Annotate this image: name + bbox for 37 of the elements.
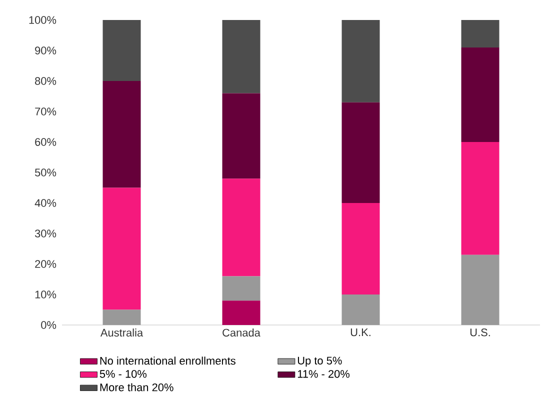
bar (461, 20, 500, 48)
legend-label: More than 20% (100, 383, 174, 392)
y-tick-label: 30% (34, 230, 56, 238)
bar (102, 20, 141, 81)
bar (222, 276, 260, 301)
legend-label: 5% - 10% (100, 370, 147, 378)
bar (102, 310, 141, 325)
legend-label: Up to 5% (298, 356, 342, 367)
y-tick-label: 100% (29, 16, 56, 24)
legend-label: No international enrollments (100, 356, 236, 365)
bar (222, 300, 260, 325)
bar (222, 20, 260, 94)
bar (342, 20, 380, 102)
y-tick-label: 10% (35, 290, 56, 298)
bar (342, 203, 380, 294)
y-tick-label: 0% (41, 321, 56, 329)
x-tick-label: U.S. (470, 328, 490, 336)
y-tick-label: 70% (35, 108, 56, 116)
x-tick-label: Canada (222, 328, 260, 337)
x-tick-label: U.K. (350, 328, 370, 336)
y-tick-label: 50% (34, 168, 56, 176)
y-tick-label: 20% (35, 260, 56, 268)
y-tick-label: 60% (35, 138, 56, 146)
bar (222, 93, 260, 179)
x-tick-label: Australia (100, 328, 144, 337)
bar (461, 142, 500, 255)
bar (222, 178, 260, 276)
y-tick-label: 40% (34, 199, 56, 207)
bar (461, 254, 500, 325)
y-tick-label: 90% (35, 46, 56, 54)
bar (342, 294, 380, 325)
bar (102, 188, 141, 310)
bar (461, 47, 500, 142)
legend-label: 11% - 20% (298, 370, 350, 378)
bar (342, 102, 380, 203)
bar (102, 80, 141, 188)
y-tick-label: 80% (35, 77, 56, 85)
